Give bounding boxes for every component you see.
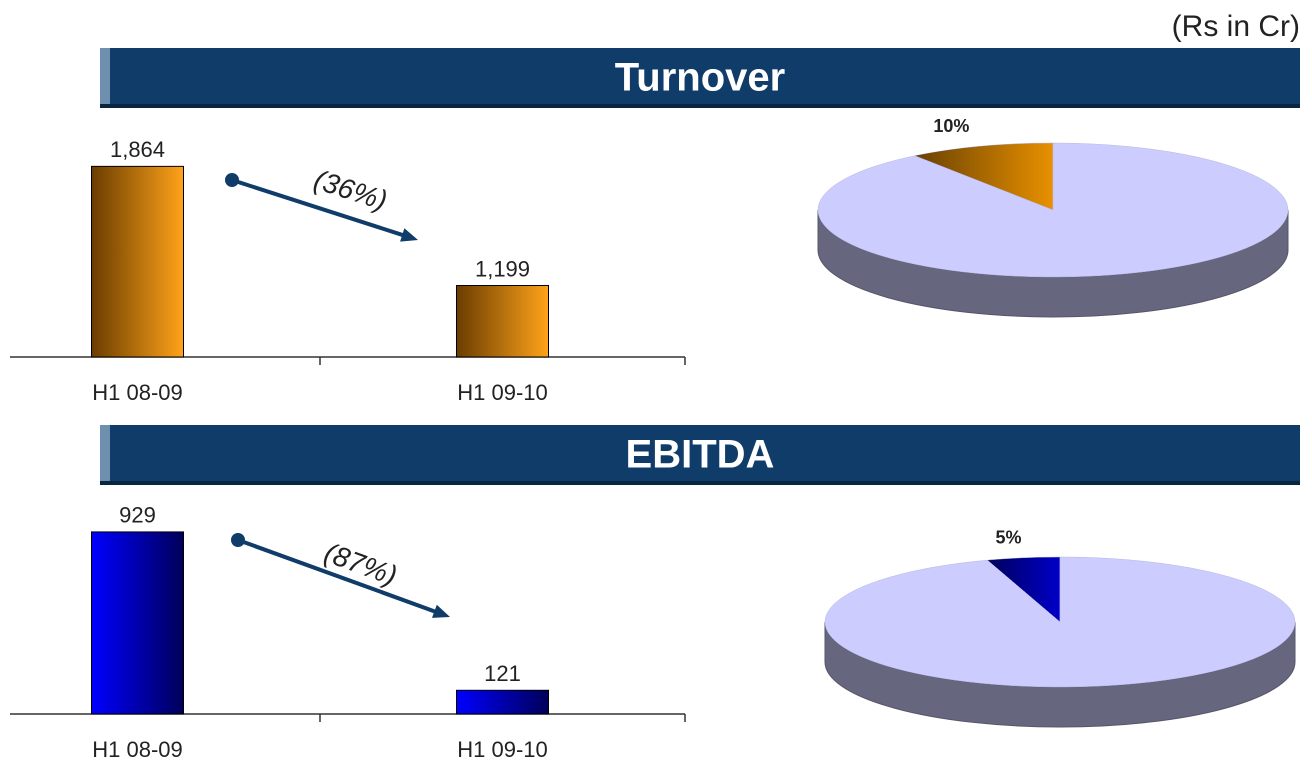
header-bevel: [100, 104, 1300, 108]
bar: [456, 689, 549, 715]
header-bevel: [100, 425, 110, 485]
bar: [91, 531, 184, 715]
bar-value-label: 121: [484, 661, 521, 686]
x-tick-label: H1 09-10: [457, 737, 548, 762]
header-bevel: [100, 48, 110, 108]
arrow-line: [237, 538, 438, 615]
arrow-head: [400, 228, 418, 242]
chart-title: EBITDA: [626, 433, 775, 477]
arrow-head: [432, 604, 450, 618]
bar-value-label: 929: [119, 503, 156, 528]
header-band: [100, 425, 1300, 485]
unit-note: (Rs in Cr): [1172, 10, 1300, 43]
slice-shade: [914, 143, 1053, 210]
header-band: [100, 48, 1300, 108]
x-tick-label: H1 08-09: [92, 380, 183, 405]
x-tick-label: H1 08-09: [92, 737, 183, 762]
bar-value-label: 1,864: [110, 137, 165, 162]
bar-value-label: 1,199: [475, 256, 530, 281]
pie-slice: [824, 556, 1296, 688]
chart-title: Turnover: [615, 56, 785, 100]
pie-value-label: 10%: [933, 116, 969, 136]
bar: [456, 285, 549, 358]
pie-value-label: 5%: [996, 527, 1022, 547]
bar: [91, 165, 184, 358]
pie-slice: [817, 142, 1289, 278]
x-tick-label: H1 09-10: [457, 380, 548, 405]
slice-shade: [987, 557, 1060, 622]
header-bevel: [100, 481, 1300, 485]
arrow-line: [231, 178, 406, 238]
